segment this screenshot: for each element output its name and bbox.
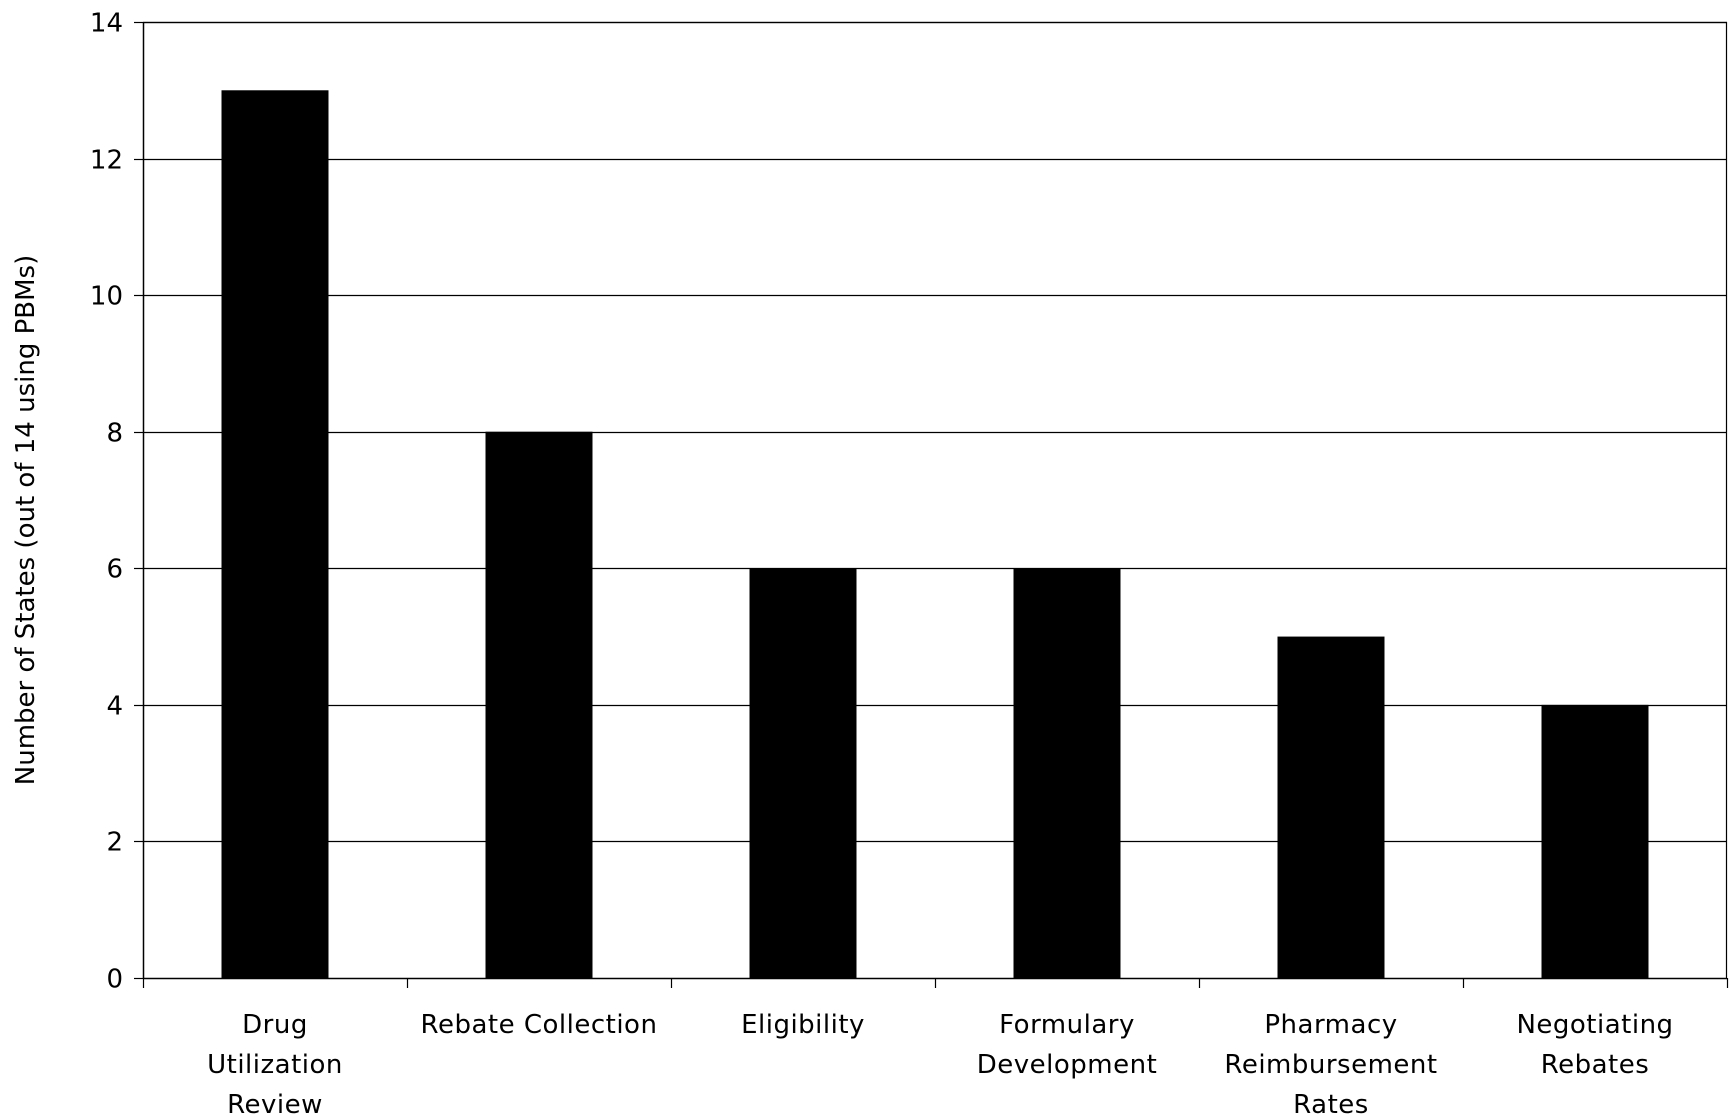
x-category-label: Eligibility	[741, 1010, 865, 1040]
y-tick-label: 6	[106, 555, 123, 585]
x-category-label: Pharmacy Reimbursement Rates	[1224, 1010, 1437, 1119]
x-category-label: Drug Utilization Review	[207, 1010, 343, 1119]
bars	[221, 90, 1649, 979]
x-category-label: Formulary Development	[977, 1010, 1158, 1080]
y-axis-title: Number of States (out of 14 using PBMs)	[11, 255, 41, 785]
bar	[485, 431, 593, 978]
axes	[134, 21, 1729, 988]
bar	[749, 568, 857, 978]
bar	[1541, 704, 1649, 978]
y-tick-label: 0	[106, 965, 123, 995]
labels: 0 2 4 6 8 10 12 14 Drug Utilization Review Rebate C…	[90, 9, 1673, 1119]
x-category-label: Rebate Collection	[421, 1010, 658, 1040]
x-category-label: Negotiating Rebates	[1516, 1010, 1673, 1080]
y-tick-label: 10	[90, 282, 123, 312]
bar	[1277, 636, 1385, 978]
y-tick-label: 14	[90, 9, 123, 39]
bar	[221, 90, 329, 979]
y-tick-label: 4	[106, 692, 123, 722]
gridlines	[143, 21, 1727, 843]
bar	[1013, 568, 1121, 978]
y-tick-label: 8	[106, 419, 123, 449]
y-tick-label: 2	[106, 828, 123, 858]
y-tick-label: 12	[90, 146, 123, 176]
